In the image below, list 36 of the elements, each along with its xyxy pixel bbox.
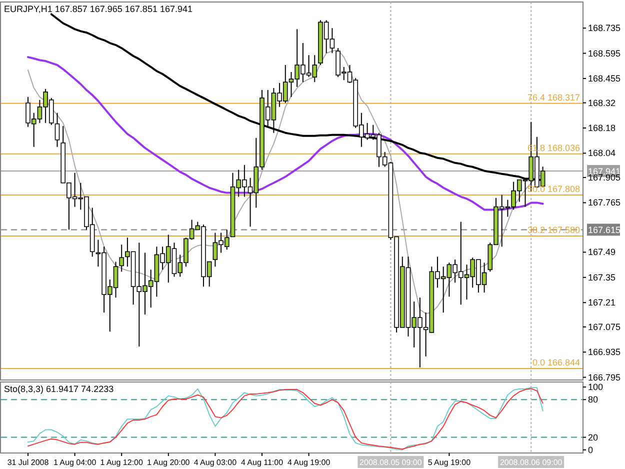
x-tick-label: 4 Aug 03:00	[194, 458, 238, 467]
y-tick-label: 167.35	[588, 272, 616, 282]
x-tick-label: 4 Aug 19:00	[287, 458, 331, 467]
y-tick-label: 100	[588, 382, 604, 392]
x-tick-label: 2008.08.05 09:00	[360, 458, 422, 467]
y-tick-label: 168.455	[588, 74, 621, 84]
ref-line-label: 0.0 166.844	[532, 357, 580, 368]
line-series	[27, 56, 544, 211]
ref-line-label: 38.2 167.580	[527, 225, 580, 235]
y-tick-label: 168.04	[588, 148, 616, 158]
x-tick-label: 5 Aug 19:00	[428, 458, 472, 467]
x-tick-label: 1 Aug 04:00	[53, 458, 97, 467]
y-tick-label: 166.935	[588, 347, 621, 358]
candlestick	[119, 244, 124, 272]
x-tick-label: 1 Aug 20:00	[147, 458, 190, 467]
y-tick-label: 168.735	[588, 23, 621, 34]
x-tick-label: 4 Aug 11:00	[240, 458, 284, 467]
y-tick-label: 20	[588, 432, 598, 442]
x-tick-label: 2008.08.06 09:00	[500, 458, 563, 467]
chart-title: Sto(8,3,3) 61.9417 74.2233	[4, 384, 114, 394]
chart-title: EURJPY,H1 167.857 167.965 167.851 167.941	[4, 4, 192, 14]
ref-line-label: 76.4 168.317	[527, 92, 580, 102]
x-tick-label: 31 Jul 2008	[7, 458, 50, 467]
y-tick-label: 167.21	[588, 298, 616, 308]
candlestick	[54, 112, 60, 148]
y-tick-label: 167.075	[588, 322, 621, 332]
y-tick-label: 80	[588, 394, 598, 405]
x-tick-label: 1 Aug 12:00	[100, 458, 144, 467]
y-tick-label: 166.795	[588, 372, 621, 382]
y-tick-label: 168.18	[588, 123, 616, 133]
ref-line-label: 167.615	[588, 225, 621, 236]
y-tick-label: 0	[588, 444, 594, 455]
y-tick-label: 167.765	[588, 198, 621, 208]
y-tick-label: 168.595	[588, 48, 621, 58]
y-tick-label: 167.49	[588, 247, 616, 258]
y-tick-label: 168.32	[588, 98, 616, 108]
